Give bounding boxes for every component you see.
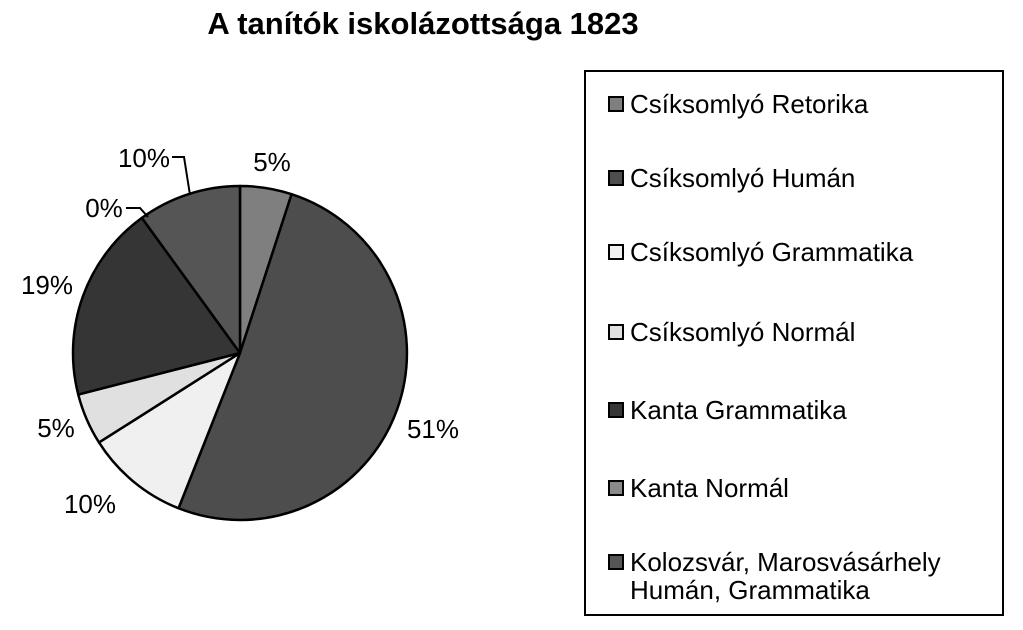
legend-swatch [608, 170, 624, 186]
data-label-0: 5% [253, 147, 291, 177]
leader-line-6 [172, 156, 191, 196]
pie-slice-6 [140, 184, 242, 355]
data-label-5: 0% [85, 193, 123, 223]
legend-label: Csíksomlyó Humán [630, 163, 856, 193]
legend-label: Kanta Normál [630, 473, 789, 503]
legend: Csíksomlyó Retorika Csíksomlyó Humán Csí… [584, 70, 1004, 616]
legend-item-kanta-grammatika: Kanta Grammatika [608, 396, 847, 424]
legend-swatch [608, 96, 624, 112]
pie-chart: 5% 51% 10% 5% 19% 0% 10% [21, 143, 459, 522]
pie-slice-1 [177, 192, 409, 522]
pie-slice-2 [97, 351, 242, 510]
legend-label: Kolozsvár, Marosvásárhely Humán, Grammat… [630, 548, 941, 604]
legend-label: Csíksomlyó Grammatika [630, 237, 914, 267]
data-label-4: 19% [21, 270, 73, 300]
data-label-6: 10% [118, 143, 170, 173]
chart-title: A tanítók iskolázottsága 1823 [207, 6, 639, 41]
legend-label: Kanta Grammatika [630, 395, 847, 425]
legend-swatch [608, 480, 624, 496]
legend-item-kolozsvar-marosvasarhely: Kolozsvár, Marosvásárhely Humán, Grammat… [608, 548, 941, 604]
legend-label-line: Kolozsvár, Marosvásárhely [630, 547, 941, 577]
legend-label: Csíksomlyó Retorika [630, 89, 869, 119]
data-label-2: 10% [64, 489, 116, 519]
data-label-1: 51% [407, 414, 459, 444]
legend-swatch [608, 402, 624, 418]
legend-item-csiksomlyo-grammatika: Csíksomlyó Grammatika [608, 238, 913, 266]
legend-label: Csíksomlyó Normál [630, 317, 856, 347]
pie-slice-4 [71, 216, 242, 396]
legend-item-csiksomlyo-retorika: Csíksomlyó Retorika [608, 90, 868, 118]
legend-swatch [608, 324, 624, 340]
legend-item-csiksomlyo-human: Csíksomlyó Humán [608, 164, 855, 192]
legend-swatch [608, 554, 624, 570]
legend-item-csiksomlyo-normal: Csíksomlyó Normál [608, 318, 855, 346]
legend-item-kanta-normal: Kanta Normál [608, 474, 789, 502]
legend-swatch [608, 244, 624, 260]
legend-label-line: Humán, Grammatika [630, 575, 870, 605]
leader-line-5 [126, 207, 149, 218]
data-label-3: 5% [37, 413, 75, 443]
